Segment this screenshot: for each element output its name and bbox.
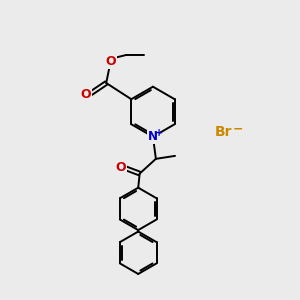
- Text: Br: Br: [215, 125, 232, 139]
- Text: −: −: [232, 122, 243, 135]
- Text: N: N: [148, 130, 158, 143]
- Text: +: +: [155, 128, 164, 138]
- Text: O: O: [81, 88, 91, 101]
- Text: O: O: [105, 55, 116, 68]
- Text: O: O: [115, 160, 126, 174]
